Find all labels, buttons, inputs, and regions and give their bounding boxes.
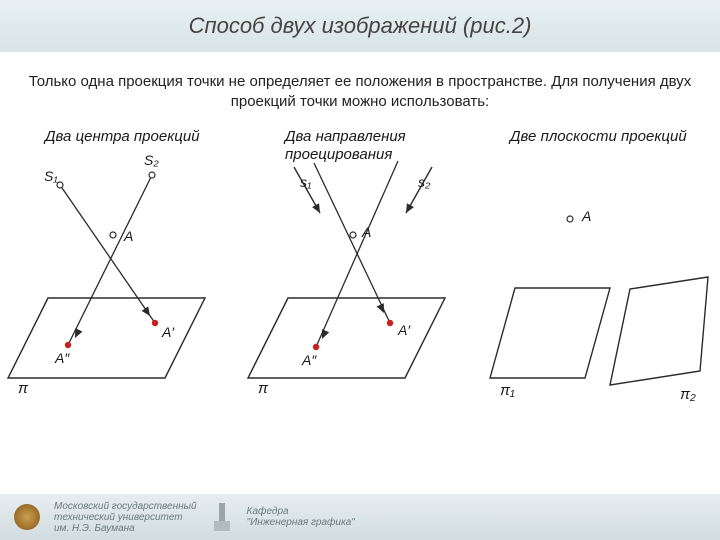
university-name: Московский государственный технический у… (54, 501, 197, 534)
uni-line1: Московский государственный (54, 501, 197, 512)
projection-diagrams: Два центра проекций π S₁ S₂ A A′ A″ Два направл… (0, 123, 720, 443)
dept-line2: "Инженерная графика" (247, 517, 355, 528)
svg-text:Два центра проекций: Два центра проекций (43, 128, 200, 145)
svg-text:π₂: π₂ (680, 386, 696, 403)
svg-text:A: A (123, 228, 133, 244)
slide-title: Способ двух изображений (рис.2) (0, 0, 720, 52)
svg-text:π₁: π₁ (500, 382, 515, 399)
svg-text:s₂: s₂ (418, 174, 431, 190)
svg-text:проецирования: проецирования (285, 146, 392, 163)
svg-text:A″: A″ (54, 350, 70, 366)
diagram-area: Два центра проекций π S₁ S₂ A A′ A″ Два направл… (0, 123, 720, 443)
tower-icon (211, 503, 233, 531)
svg-text:A′: A′ (397, 322, 411, 338)
dept-line1: Кафедра (247, 506, 355, 517)
svg-text:A″: A″ (301, 352, 317, 368)
svg-text:A: A (361, 224, 371, 240)
subtitle: Только одна проекция точки не определяет… (24, 72, 696, 113)
university-logo-icon (14, 504, 40, 530)
svg-text:s₁: s₁ (300, 174, 312, 190)
title-text: Способ двух изображений (рис.2) (189, 13, 532, 39)
svg-text:Две плоскости проекций: Две плоскости проекций (508, 128, 687, 145)
uni-line3: им. Н.Э. Баумана (54, 523, 197, 534)
svg-text:π: π (18, 380, 29, 397)
uni-line2: технический университет (54, 512, 197, 523)
svg-text:S₂: S₂ (144, 152, 159, 168)
department-name: Кафедра "Инженерная графика" (247, 506, 355, 528)
svg-text:A: A (581, 208, 591, 224)
svg-text:A′: A′ (161, 324, 175, 340)
svg-text:S₁: S₁ (44, 168, 58, 184)
svg-text:π: π (258, 380, 269, 397)
svg-text:Два направления: Два направления (283, 128, 406, 145)
footer: Московский государственный технический у… (0, 494, 720, 540)
